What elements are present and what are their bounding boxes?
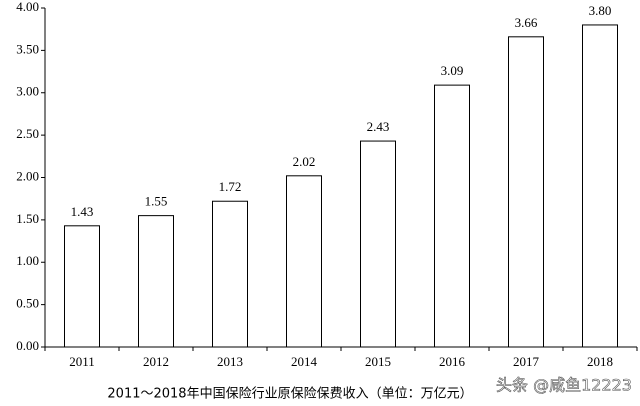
- y-tick-label: 0.00: [16, 338, 39, 353]
- bar: [138, 215, 174, 348]
- x-tick-label: 2013: [217, 354, 243, 369]
- x-tick-label: 2015: [365, 354, 391, 369]
- y-tick-label: 2.00: [16, 168, 39, 183]
- value-label: 3.80: [589, 3, 612, 18]
- value-label: 2.02: [293, 154, 316, 169]
- y-tick-label: 1.00: [16, 253, 39, 268]
- x-tick-label: 2018: [587, 354, 613, 369]
- y-tick-label: 3.50: [16, 41, 39, 56]
- value-label: 1.43: [71, 204, 94, 219]
- y-tick-label: 0.50: [16, 296, 39, 311]
- bar: [434, 84, 470, 348]
- bar: [64, 225, 100, 348]
- chart-title: 2011～2018年中国保险行业原保险保费收入（单位：万亿元）: [107, 387, 472, 402]
- value-label: 3.66: [515, 15, 538, 30]
- x-tick-label: 2017: [513, 354, 540, 369]
- y-tick-label: 3.00: [16, 84, 39, 99]
- value-label: 3.09: [441, 63, 464, 78]
- bar: [582, 24, 618, 348]
- bar: [286, 175, 322, 348]
- value-label: 1.72: [219, 179, 242, 194]
- x-tick-label: 2011: [69, 354, 95, 369]
- value-label: 2.43: [367, 119, 390, 134]
- watermark: 头条 @咸鱼12223: [496, 376, 632, 395]
- bar: [508, 36, 544, 348]
- y-tick-label: 4.00: [16, 0, 39, 14]
- y-tick-label: 2.50: [16, 126, 39, 141]
- x-tick-label: 2014: [291, 354, 318, 369]
- x-tick-label: 2012: [143, 354, 169, 369]
- x-tick-label: 2016: [439, 354, 466, 369]
- value-label: 1.55: [145, 194, 168, 209]
- bar: [360, 140, 396, 348]
- bar: [212, 200, 248, 348]
- y-tick-label: 1.50: [16, 211, 39, 226]
